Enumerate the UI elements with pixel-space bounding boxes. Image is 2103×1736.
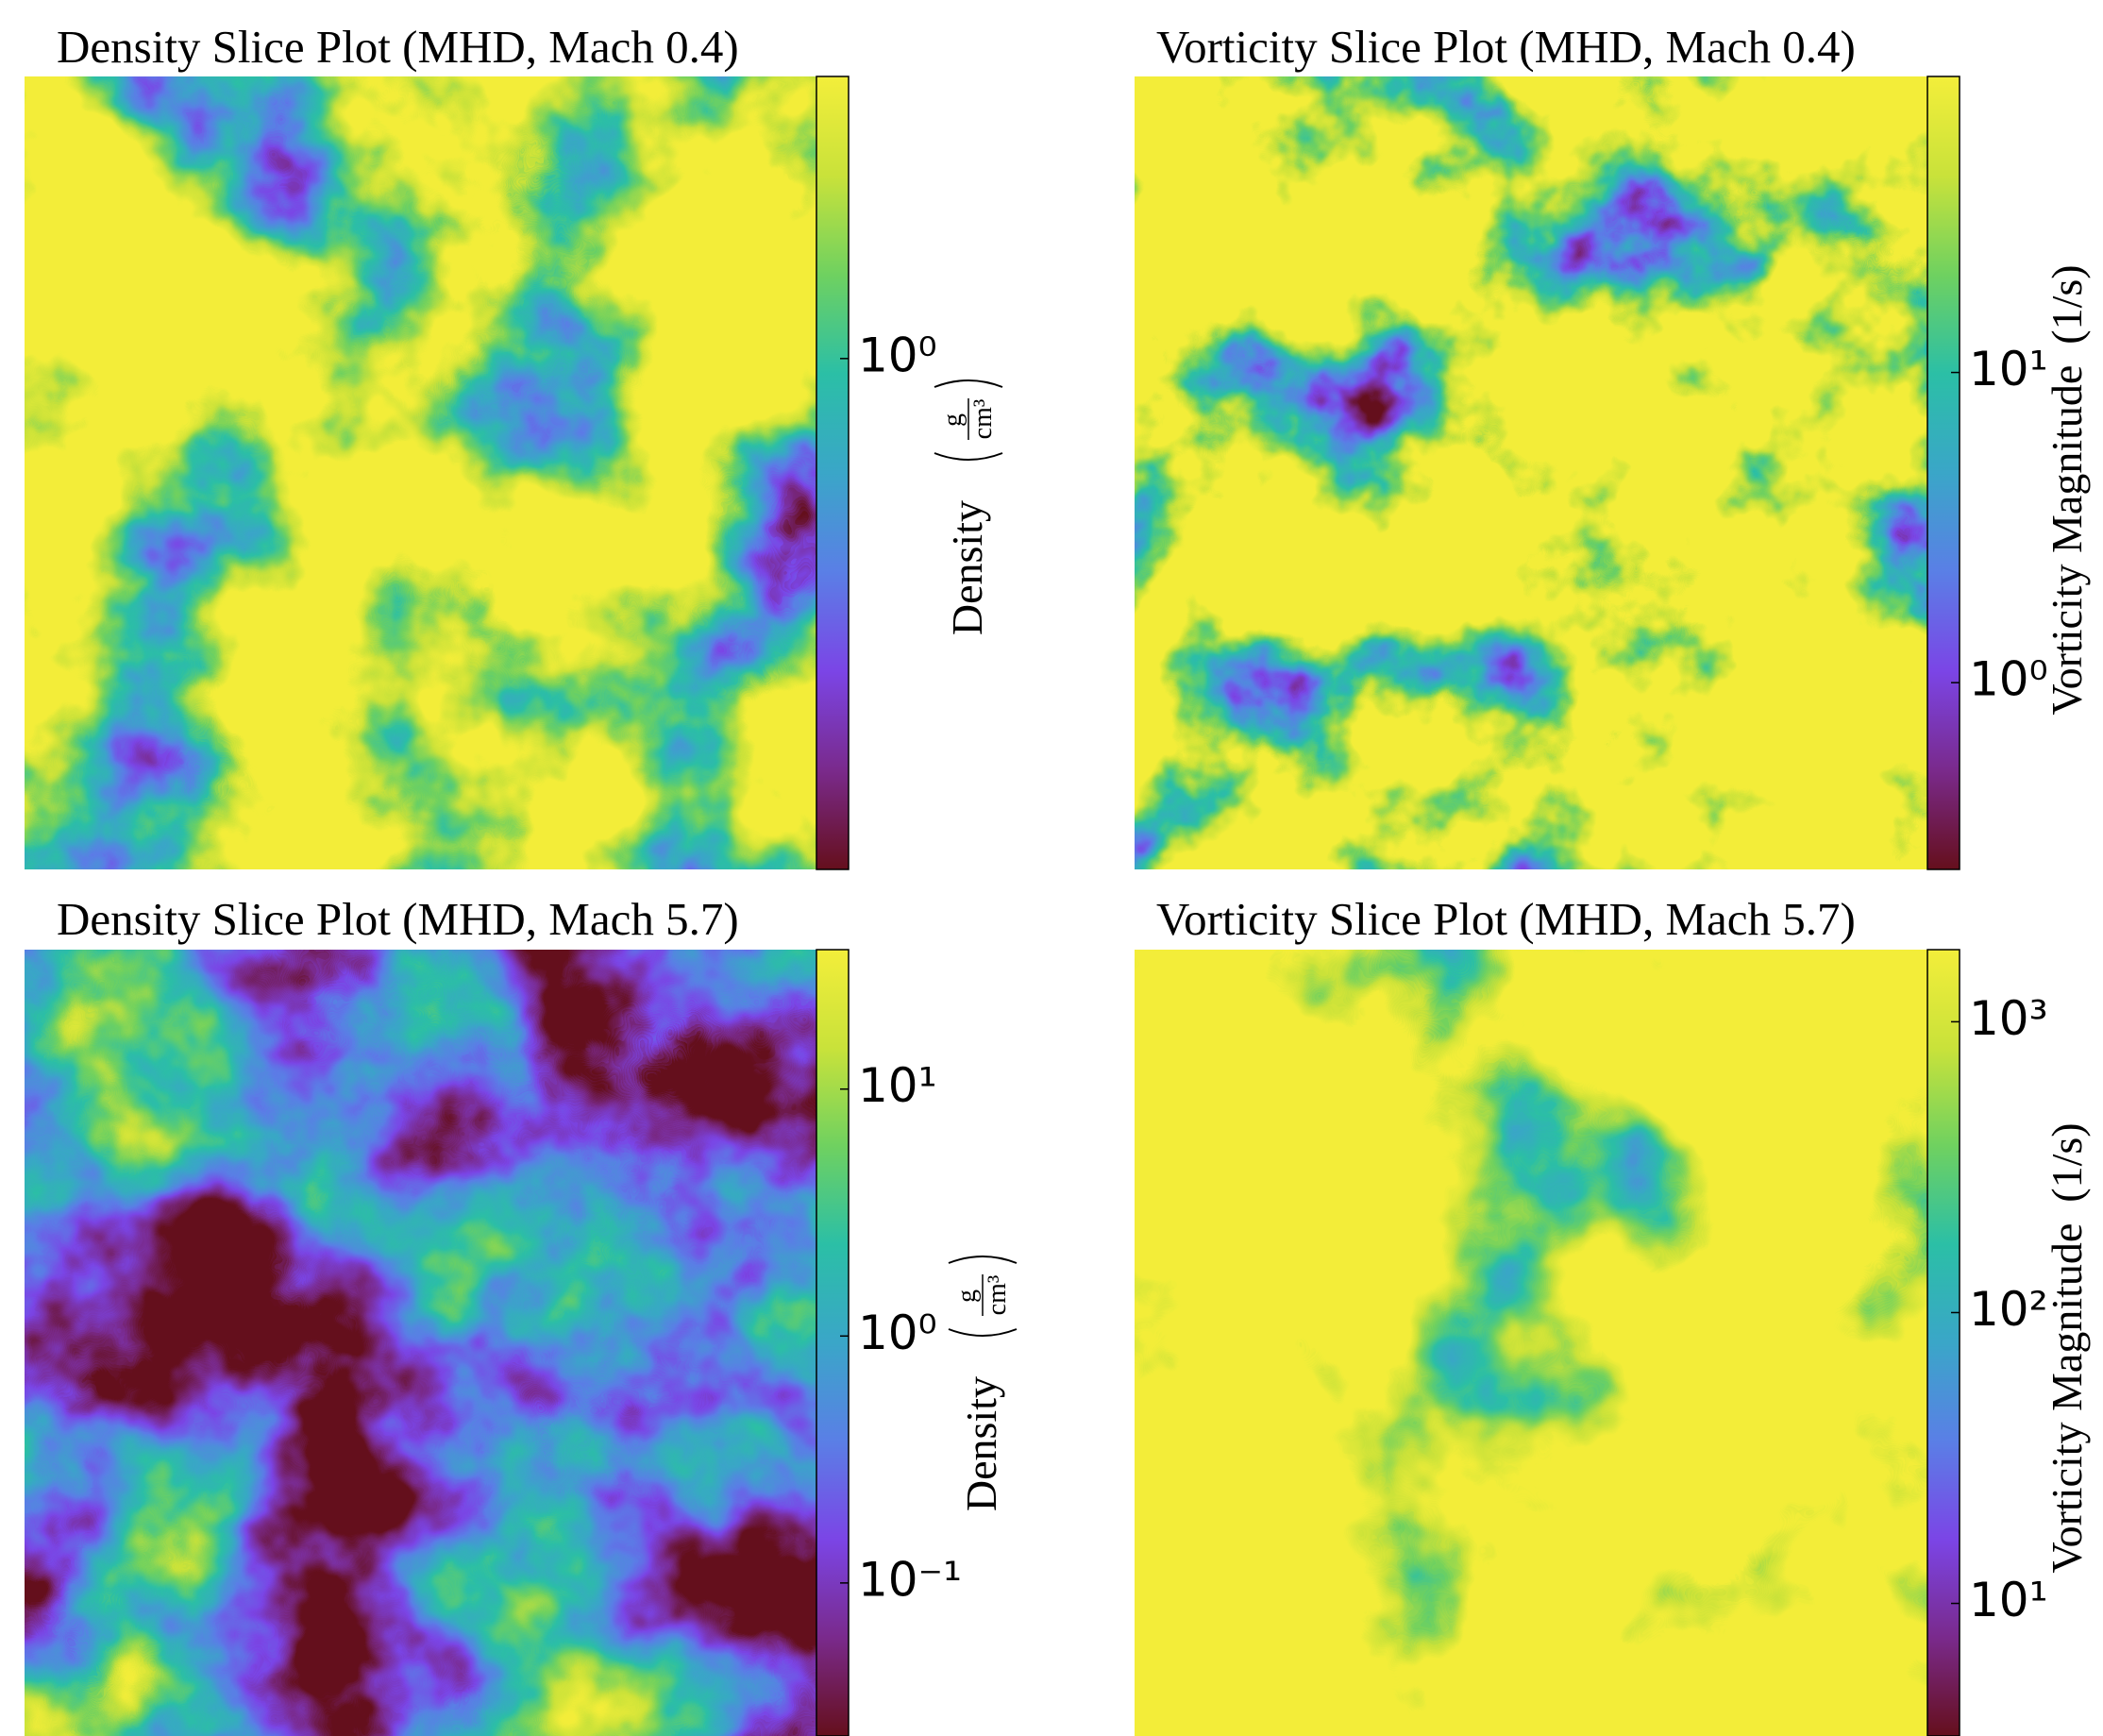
panel-title: Density Slice Plot (MHD, Mach 0.4) (57, 21, 739, 73)
slice-image (1135, 950, 1927, 1736)
colorbar-label-name: Vorticity Magnitude (2043, 1223, 2091, 1574)
bracket (934, 379, 1003, 388)
panel-title: Density Slice Plot (MHD, Mach 5.7) (57, 893, 739, 945)
panel-title: Vorticity Slice Plot (MHD, Mach 5.7) (1156, 893, 1856, 945)
unit-denominator: cm³ (983, 1275, 1012, 1316)
colorbar-label-unit: (1/s) (2043, 1122, 2091, 1202)
slice-image (25, 950, 816, 1736)
colorbar-label: Vorticity Magnitude (1/s) (2043, 264, 2091, 715)
colorbar-tick-label: 10⁰ (858, 328, 937, 382)
colorbar-tick-label: 10⁻¹ (858, 1552, 962, 1607)
colorbar (1926, 76, 1960, 870)
slice-image (1135, 76, 1927, 869)
colorbar (1926, 949, 1960, 1736)
colorbar-tick-label: 10⁰ (1969, 652, 2048, 707)
colorbar-label: Density g cm³ (934, 379, 1003, 635)
colorbar-tick-label: 10¹ (1969, 1573, 2048, 1627)
bracket (948, 1256, 1018, 1264)
colorbar-label-unit: (1/s) (2043, 264, 2091, 344)
bracket (948, 1328, 1018, 1337)
colorbar-tick-label: 10² (1969, 1282, 2048, 1337)
colorbar-tick-label: 10³ (1969, 991, 2048, 1046)
unit-denominator: cm³ (968, 399, 998, 440)
slice-image (25, 76, 816, 869)
colorbar-label-name: Density (943, 500, 991, 635)
colorbar-label-text: Vorticity Magnitude (1/s) (2043, 264, 2091, 715)
colorbar-tick-label: 10¹ (858, 1058, 937, 1113)
panel-title: Vorticity Slice Plot (MHD, Mach 0.4) (1156, 21, 1856, 73)
colorbar-tick-label: 10¹ (1969, 342, 2048, 396)
bracket (934, 452, 1003, 461)
colorbar-label-name: Vorticity Magnitude (2043, 365, 2091, 716)
colorbar-label: Vorticity Magnitude (1/s) (2043, 1122, 2091, 1573)
colorbar-label: Density g cm³ (948, 1256, 1018, 1511)
colorbar (816, 76, 850, 870)
unit-numerator: g (938, 413, 967, 427)
colorbar-tick-label: 10⁰ (858, 1306, 937, 1360)
colorbar-label-text: Vorticity Magnitude (1/s) (2043, 1122, 2091, 1573)
colorbar-label-name: Density (957, 1376, 1005, 1511)
colorbar (816, 949, 850, 1736)
unit-numerator: g (952, 1289, 982, 1303)
